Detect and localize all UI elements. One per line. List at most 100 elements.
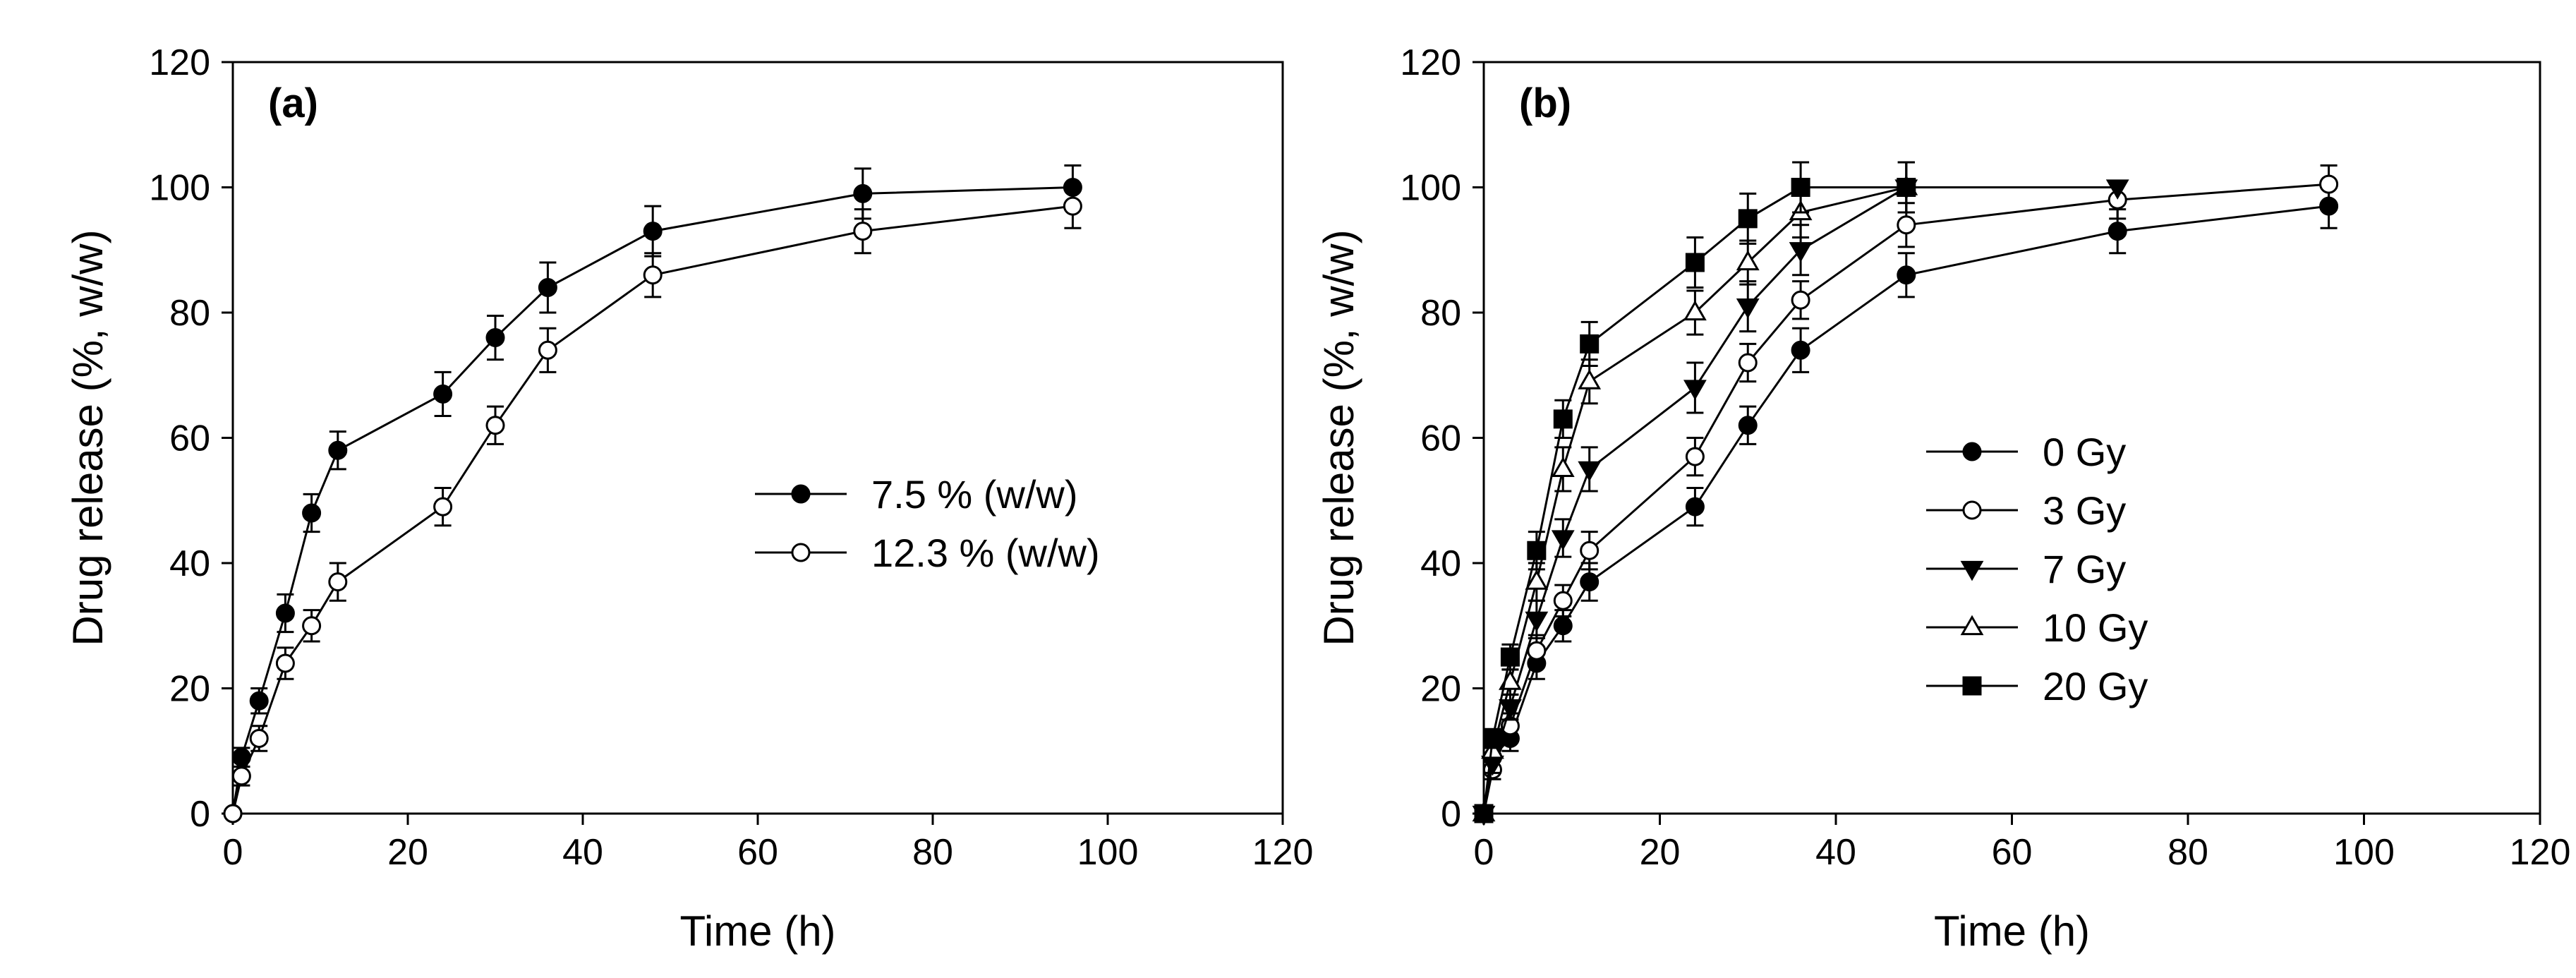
- data-point: [1791, 290, 1810, 310]
- x-tick-label: 80: [2167, 832, 2208, 873]
- series-line: [1482, 186, 1906, 814]
- data-point: [485, 416, 505, 435]
- x-tick-label: 40: [1815, 832, 1856, 873]
- x-tick-label: 120: [1252, 832, 1314, 873]
- data-point: [1580, 572, 1600, 592]
- y-tick-label: 100: [1400, 168, 1461, 209]
- data-point: [433, 384, 453, 404]
- legend-marker: [1960, 560, 1984, 581]
- data-point: [1736, 298, 1760, 319]
- y-tick-label: 40: [1420, 543, 1461, 584]
- data-point: [1738, 209, 1758, 229]
- data-point: [1683, 380, 1707, 400]
- y-tick-label: 20: [1420, 669, 1461, 710]
- legend-marker: [791, 543, 811, 562]
- data-point: [1791, 178, 1810, 197]
- data-point: [1685, 497, 1705, 517]
- data-point: [1685, 253, 1705, 272]
- x-tick-label: 60: [1992, 832, 2033, 873]
- x-tick-label: 20: [387, 832, 428, 873]
- legend-marker: [1962, 442, 1982, 461]
- data-point: [1789, 242, 1813, 262]
- legend-item: 7 Gy: [1926, 547, 2126, 591]
- data-point: [1738, 353, 1758, 373]
- x-tick-label: 120: [2510, 832, 2571, 873]
- x-axis-title: Time (h): [679, 907, 835, 955]
- legend-item: 3 Gy: [1926, 488, 2126, 533]
- data-point: [1553, 616, 1573, 636]
- data-point: [1063, 196, 1082, 216]
- chart-panel-a: 0 20 40 60 80 100 120 0 20 40 60 80 100 120 Time (h) Dr…: [64, 42, 1313, 955]
- y-tick-label: 120: [1400, 42, 1461, 83]
- y-tick-label: 80: [169, 293, 210, 334]
- data-point: [1580, 334, 1600, 354]
- y-tick-label: 60: [1420, 418, 1461, 459]
- panel-label: (b): [1519, 80, 1571, 126]
- data-point: [1578, 461, 1602, 482]
- data-point: [249, 691, 269, 711]
- legend-label: 0 Gy: [2043, 430, 2126, 474]
- y-tick-label: 0: [190, 794, 210, 835]
- data-point: [1525, 569, 1549, 590]
- legend-label: 12.3 % (w/w): [871, 531, 1100, 575]
- data-point: [538, 278, 557, 297]
- x-tick-label: 100: [1077, 832, 1139, 873]
- y-axis-title: Drug release (%, w/w): [1315, 229, 1362, 646]
- data-point: [1500, 647, 1520, 667]
- legend-label: 10 Gy: [2043, 605, 2148, 650]
- y-axis-title: Drug release (%, w/w): [64, 229, 111, 646]
- x-tick-label: 0: [223, 832, 243, 873]
- data-point: [328, 572, 348, 592]
- x-tick-label: 0: [1474, 832, 1494, 873]
- x-axis-title: Time (h): [1934, 907, 2090, 955]
- data-point: [433, 497, 453, 517]
- data-point: [231, 766, 251, 786]
- y-tick-label: 20: [169, 669, 210, 710]
- data-point: [853, 222, 873, 241]
- data-point: [1551, 457, 1575, 477]
- data-point: [1553, 591, 1573, 610]
- data-point: [1527, 641, 1547, 660]
- data-point: [249, 729, 269, 748]
- data-point: [1580, 541, 1600, 560]
- data-point: [1897, 265, 1916, 285]
- data-point: [1897, 178, 1916, 197]
- x-tick-label: 60: [737, 832, 778, 873]
- data-point: [1897, 215, 1916, 235]
- y-tick-label: 40: [169, 543, 210, 584]
- x-tick-label: 20: [1640, 832, 1681, 873]
- series-2: [223, 183, 1082, 823]
- data-point: [2108, 222, 2127, 241]
- series-line: [231, 186, 1073, 814]
- series-5: [1474, 161, 1916, 823]
- legend-label: 7.5 % (w/w): [871, 472, 1078, 517]
- legend-item: 12.3 % (w/w): [755, 531, 1100, 575]
- x-tick-label: 100: [2333, 832, 2395, 873]
- data-point: [1482, 729, 1502, 748]
- series-line: [1482, 186, 1907, 814]
- legend-label: 20 Gy: [2043, 664, 2148, 708]
- data-point: [1578, 369, 1602, 390]
- legend-label: 7 Gy: [2043, 547, 2126, 591]
- data-point: [328, 440, 348, 460]
- legend-marker: [1962, 676, 1982, 696]
- data-point: [302, 503, 322, 523]
- data-point: [1474, 804, 1494, 823]
- legend-label: 3 Gy: [2043, 488, 2126, 533]
- legend-item: 10 Gy: [1926, 605, 2148, 650]
- y-tick-label: 60: [169, 418, 210, 459]
- data-point: [1553, 409, 1573, 429]
- plot-frame: [1482, 61, 2541, 815]
- data-point: [485, 328, 505, 347]
- legend-marker: [1960, 615, 1984, 636]
- data-point: [275, 653, 295, 673]
- legend: 0 Gy 3 Gy 7 Gy 10 Gy 20 Gy: [1926, 430, 2148, 708]
- data-point: [643, 222, 663, 241]
- data-point: [302, 616, 322, 636]
- x-tick-label: 40: [562, 832, 603, 873]
- legend-marker: [791, 484, 811, 504]
- data-point: [538, 340, 557, 360]
- data-point: [223, 804, 243, 823]
- chart-panel-b: 0 20 40 60 80 100 120 0 20 40 60 80 100 120 Time (h) Dr…: [1315, 42, 2570, 955]
